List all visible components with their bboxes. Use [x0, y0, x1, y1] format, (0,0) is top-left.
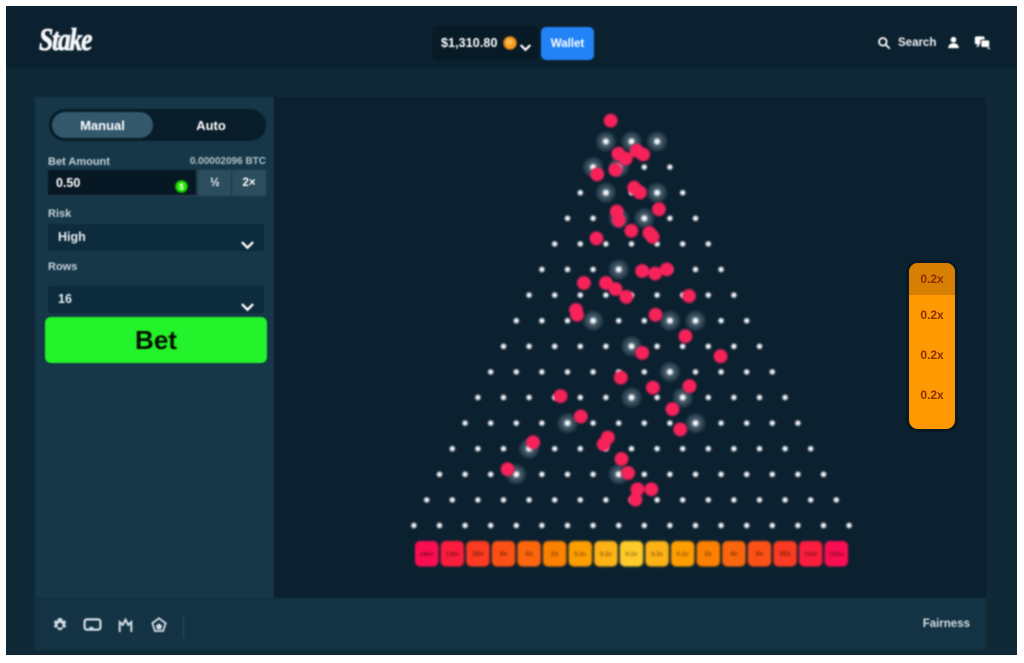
- svg-text:1000x: 1000x: [829, 552, 844, 558]
- svg-text:2x: 2x: [704, 551, 712, 558]
- svg-text:0.2x: 0.2x: [600, 551, 613, 558]
- svg-text:4x: 4x: [525, 551, 533, 558]
- svg-text:0.2x: 0.2x: [574, 551, 587, 558]
- svg-text:26x: 26x: [472, 551, 484, 558]
- svg-text:$: $: [180, 182, 185, 191]
- svg-text:130x: 130x: [445, 551, 459, 558]
- svg-text:0.2x: 0.2x: [625, 551, 638, 558]
- svg-text:1000x: 1000x: [419, 552, 434, 558]
- svg-text:0.2x: 0.2x: [677, 551, 690, 558]
- svg-text:2x: 2x: [551, 551, 559, 558]
- svg-text:4x: 4x: [730, 551, 738, 558]
- svg-text:130x: 130x: [804, 551, 818, 558]
- svg-text:26x: 26x: [779, 551, 791, 558]
- svg-text:9x: 9x: [756, 551, 764, 558]
- svg-text:0.2x: 0.2x: [651, 551, 664, 558]
- svg-text:9x: 9x: [500, 551, 508, 558]
